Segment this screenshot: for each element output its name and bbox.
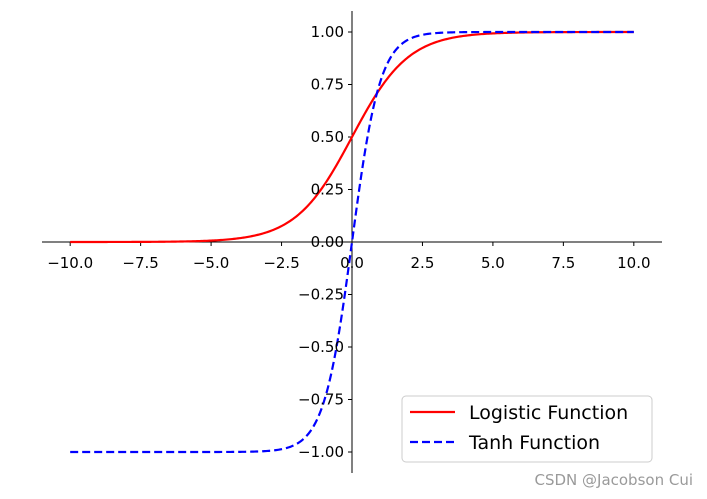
legend-box <box>401 395 653 463</box>
y-tick-label: 1.00 <box>311 23 344 41</box>
y-tick-label: −0.75 <box>298 391 344 409</box>
x-tick-label: 5.0 <box>481 254 505 272</box>
tick-labels: −10.0 −7.5 −5.0 −2.5 0.0 2.5 5.0 7.5 10.0 −1.00 −0… <box>47 23 650 461</box>
legend-label-tanh: Tanh Function <box>468 432 600 454</box>
x-tick-label: −5.0 <box>193 254 229 272</box>
x-tick-label: −2.5 <box>263 254 299 272</box>
y-tick-label: 0.50 <box>311 128 344 146</box>
y-tick-label: −0.25 <box>298 286 344 304</box>
x-tick-label: 0.0 <box>340 254 364 272</box>
x-tick-label: 7.5 <box>551 254 575 272</box>
x-tick-label: −7.5 <box>122 254 158 272</box>
legend-label-logistic: Logistic Function <box>469 402 628 424</box>
x-tick-label: 10.0 <box>617 254 650 272</box>
y-tick-label: 0.25 <box>311 181 344 199</box>
y-tick-label: −0.50 <box>298 338 344 356</box>
x-tick-label: 2.5 <box>411 254 435 272</box>
x-tick-label: −10.0 <box>47 254 93 272</box>
watermark: CSDN @Jacobson Cui <box>534 471 693 489</box>
y-tick-label: 0.75 <box>311 76 344 94</box>
legend: Logistic Function Tanh Function <box>401 395 653 463</box>
series-line-logistic <box>70 30 634 244</box>
series-lines <box>70 30 634 454</box>
y-tick-label: 0.00 <box>311 233 344 251</box>
y-tick-label: −1.00 <box>298 443 344 461</box>
